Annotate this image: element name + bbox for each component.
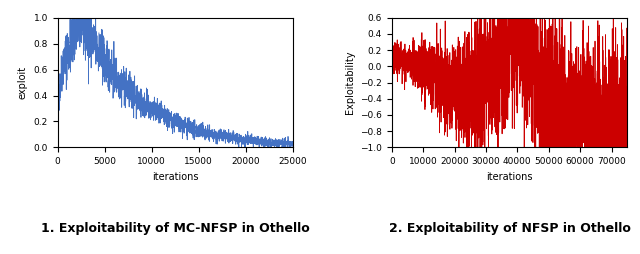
X-axis label: iterations: iterations (486, 172, 532, 182)
X-axis label: iterations: iterations (152, 172, 198, 182)
Text: 2. Exploitability of NFSP in Othello: 2. Exploitability of NFSP in Othello (388, 222, 630, 235)
Y-axis label: Exploitability: Exploitability (345, 51, 355, 114)
Text: 1. Exploitability of MC-NFSP in Othello: 1. Exploitability of MC-NFSP in Othello (41, 222, 310, 235)
Y-axis label: exploit: exploit (18, 66, 28, 99)
